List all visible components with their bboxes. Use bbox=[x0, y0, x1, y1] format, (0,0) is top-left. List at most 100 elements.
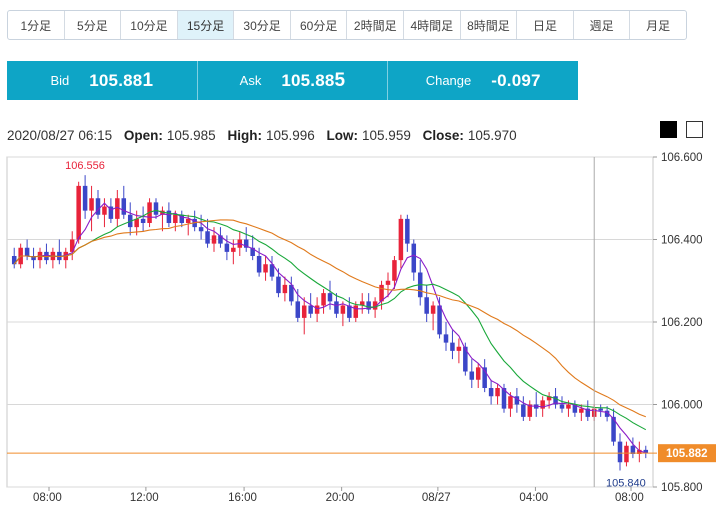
candle-body bbox=[11, 256, 17, 265]
candle-body bbox=[540, 400, 545, 409]
open-value: 105.985 bbox=[166, 128, 216, 143]
candle-body bbox=[282, 284, 288, 294]
change-label: Change bbox=[425, 73, 472, 88]
high-annotation: 106.556 bbox=[65, 160, 105, 172]
candle-body bbox=[89, 198, 94, 211]
candle-body bbox=[69, 239, 75, 252]
candle-body bbox=[153, 202, 159, 215]
candle-body bbox=[44, 251, 49, 261]
current-price-badge bbox=[658, 444, 716, 463]
candle-body bbox=[198, 227, 204, 232]
candle-body bbox=[482, 367, 487, 388]
candle-body bbox=[327, 293, 333, 302]
candle-body bbox=[108, 206, 114, 219]
candle-body bbox=[379, 284, 384, 302]
candle-body bbox=[289, 284, 294, 302]
tab-timeframe[interactable]: 月足 bbox=[646, 18, 671, 33]
candle-body bbox=[630, 445, 636, 454]
candle-body bbox=[102, 206, 107, 215]
change-cell: Change -0.097 bbox=[388, 61, 578, 100]
tab-timeframe[interactable]: 10分足 bbox=[121, 11, 178, 39]
candle-body bbox=[443, 334, 449, 343]
ma-slow-line bbox=[13, 219, 647, 418]
x-tick-label: 12:00 bbox=[130, 492, 159, 504]
y-tick-label: 106.200 bbox=[661, 317, 703, 329]
candle-body bbox=[405, 218, 410, 244]
tab-timeframe[interactable]: 60分足 bbox=[291, 11, 348, 39]
tab-timeframe[interactable]: 15分足 bbox=[177, 11, 235, 39]
x-tick-label: 08:00 bbox=[615, 492, 644, 504]
candle-body bbox=[185, 218, 191, 223]
candle-body bbox=[366, 301, 371, 310]
candle-body bbox=[179, 214, 185, 223]
candle-body bbox=[334, 301, 339, 314]
tab-timeframe[interactable]: 5分足 bbox=[65, 11, 122, 39]
ask-value-last-digit: 5 bbox=[334, 69, 346, 91]
candle-body bbox=[140, 218, 146, 223]
candle-body bbox=[424, 297, 429, 314]
candle-body bbox=[301, 305, 307, 318]
current-price-label: 105.882 bbox=[666, 448, 708, 460]
candle-body bbox=[205, 231, 210, 244]
candle-body bbox=[347, 305, 352, 318]
candle-body bbox=[411, 243, 417, 273]
candle-body bbox=[211, 235, 217, 244]
x-tick-label: 20:00 bbox=[326, 492, 355, 504]
tab-timeframe[interactable]: 8時間足 bbox=[461, 11, 518, 39]
candle-body bbox=[611, 416, 616, 442]
candle-body bbox=[121, 198, 127, 215]
ma-mid-line bbox=[13, 209, 647, 431]
candle-body bbox=[263, 264, 268, 273]
candle-body bbox=[385, 280, 391, 285]
candle-body bbox=[488, 388, 494, 397]
close-value: 105.970 bbox=[467, 128, 517, 143]
ask-value: 105.885 bbox=[281, 70, 345, 92]
y-tick-label: 106.400 bbox=[661, 235, 703, 247]
candle-body bbox=[475, 367, 481, 380]
candle-body bbox=[456, 346, 462, 351]
candle-body bbox=[256, 256, 262, 273]
candle-body bbox=[598, 408, 603, 411]
x-tick-label: 08/27 bbox=[422, 492, 451, 504]
candle-body bbox=[224, 243, 230, 252]
candle-body bbox=[134, 218, 139, 228]
candle-body bbox=[585, 408, 591, 417]
candle-body bbox=[501, 388, 507, 409]
low-value: 105.959 bbox=[362, 128, 411, 143]
candle-body bbox=[295, 301, 301, 318]
candle-body bbox=[314, 305, 320, 314]
x-tick-label: 16:00 bbox=[228, 492, 257, 504]
candle-body bbox=[231, 247, 236, 252]
candle-body bbox=[95, 198, 101, 215]
candle-body bbox=[218, 235, 223, 244]
candle-body bbox=[308, 305, 313, 314]
tab-timeframe[interactable]: 週足 bbox=[574, 11, 631, 39]
candle-body bbox=[643, 449, 649, 454]
candle-body bbox=[24, 247, 30, 256]
tab-timeframe[interactable]: 2時間足 bbox=[347, 11, 405, 39]
candle-body bbox=[392, 260, 397, 281]
light-theme-swatch[interactable] bbox=[686, 121, 703, 138]
ohlc-datetime: 2020/08/27 06:15 bbox=[7, 128, 113, 143]
tab-timeframe[interactable]: 30分足 bbox=[234, 11, 291, 39]
candle-body bbox=[340, 305, 346, 314]
candle-body bbox=[243, 239, 249, 248]
candle-body bbox=[437, 305, 442, 335]
tab-timeframe[interactable]: 1分足 bbox=[8, 11, 65, 39]
candle-body bbox=[166, 210, 172, 223]
candle-body bbox=[495, 388, 500, 397]
timeframe-tabs: 1分足 5分足 10分足 15分足 30分足 60分足 2時間足 4時間足 8時間足 日足 週足 月足 bbox=[7, 10, 687, 40]
candle-body bbox=[553, 396, 558, 405]
dark-theme-swatch[interactable] bbox=[660, 121, 677, 138]
candle-body bbox=[604, 410, 610, 417]
candle-body bbox=[579, 408, 584, 413]
candle-body bbox=[115, 198, 120, 219]
close-label: Close: bbox=[422, 128, 464, 143]
open-label: Open: bbox=[123, 128, 163, 143]
tab-timeframe[interactable]: 日足 bbox=[517, 11, 574, 39]
tab-timeframe[interactable]: 4時間足 bbox=[404, 11, 461, 39]
candle-body bbox=[372, 301, 378, 310]
candle-body bbox=[527, 404, 533, 417]
ask-label: Ask bbox=[239, 73, 262, 88]
candle-body bbox=[173, 214, 178, 223]
